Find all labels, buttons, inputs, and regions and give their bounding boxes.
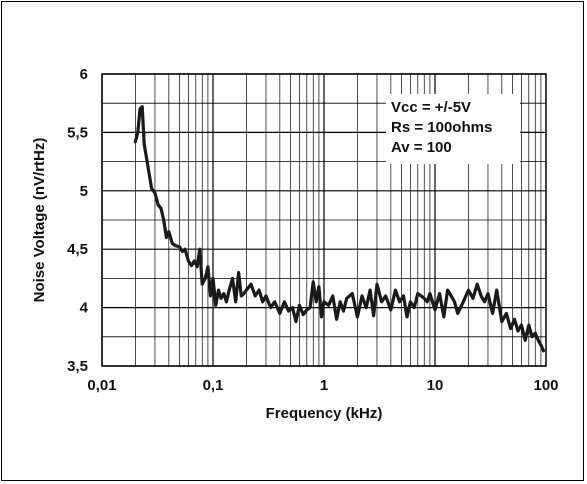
x-tick-label: 10 — [427, 377, 444, 394]
annotation-background — [386, 94, 520, 164]
x-tick-label: 100 — [533, 377, 558, 394]
x-tick-label: 0,1 — [203, 377, 224, 394]
y-tick-label: 5 — [80, 183, 88, 200]
y-tick-labels: 3,5 4 4,5 5 5,5 6 — [67, 66, 89, 375]
y-tick-label: 3,5 — [67, 358, 88, 375]
y-tick-label: 4 — [80, 300, 89, 317]
x-tick-label: 0,01 — [87, 377, 116, 394]
x-tick-label: 1 — [320, 377, 328, 394]
x-axis-label: Frequency (kHz) — [266, 405, 383, 422]
y-tick-label: 4,5 — [67, 241, 88, 258]
plot-area — [101, 73, 547, 367]
annotation-vcc: Vcc = +/-5V — [391, 99, 471, 116]
annotation-av: Av = 100 — [391, 139, 452, 156]
annotation-box: Vcc = +/-5V Rs = 100ohms Av = 100 — [386, 94, 520, 164]
y-tick-label: 5,5 — [67, 124, 88, 141]
y-tick-label: 6 — [80, 66, 88, 83]
y-axis-label: Noise Voltage (nV/rtHz) — [31, 138, 48, 303]
annotation-rs: Rs = 100ohms — [391, 119, 492, 136]
x-tick-labels: 0,01 0,1 1 10 100 — [87, 377, 558, 394]
noise-voltage-series-line — [133, 105, 546, 353]
